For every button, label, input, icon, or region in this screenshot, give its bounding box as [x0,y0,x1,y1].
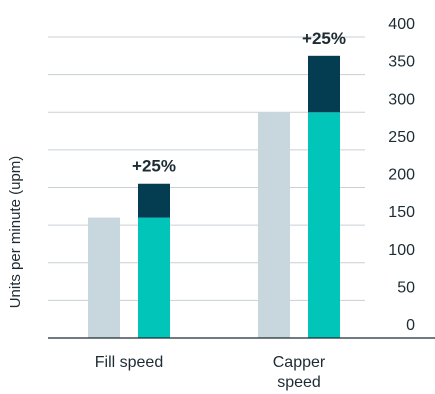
increase-annotation: +25% [132,157,176,176]
y-tick-label: 0 [406,317,415,334]
bar-current [308,112,340,338]
category-label: Fill speed [95,354,163,371]
y-tick-label: 250 [388,129,415,146]
bar-baseline [258,112,290,338]
y-tick-label: 100 [388,242,415,259]
y-tick-label: 400 [388,16,415,33]
y-tick-label: 50 [397,279,415,296]
bar-baseline [88,217,120,338]
y-tick-label: 300 [388,91,415,108]
bar-increase [308,55,340,113]
category-label: Capper [273,354,326,371]
y-axis-title: Units per minute (upm) [7,156,24,309]
bars [88,55,340,338]
bar-current [138,217,170,338]
bar-increase [138,183,170,218]
y-tick-label: 200 [388,167,415,184]
category-label: speed [277,374,321,391]
category-labels: Fill speed Capper speed [95,354,326,391]
increase-annotation: +25% [302,29,346,48]
bar-annotations: +25% +25% [132,29,346,176]
y-tick-label: 350 [388,54,415,71]
y-tick-label: 150 [388,204,415,221]
y-tick-labels: 0 50 100 150 200 250 300 350 400 [388,16,415,334]
